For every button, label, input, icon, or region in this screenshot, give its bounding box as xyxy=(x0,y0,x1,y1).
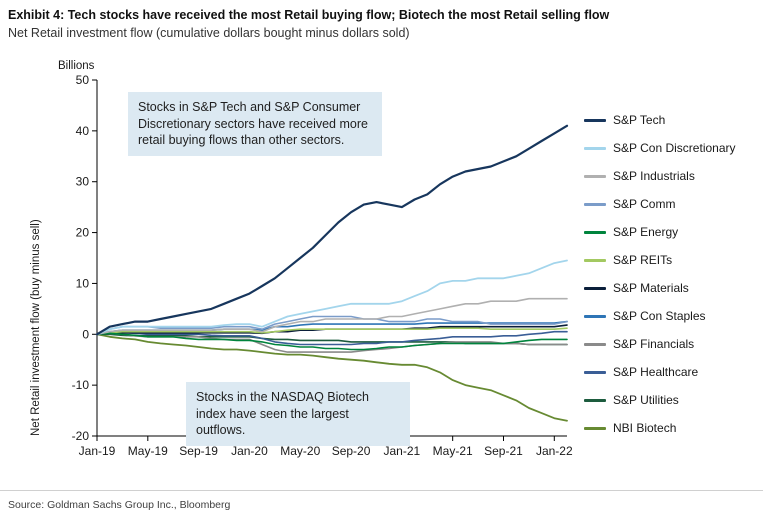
x-tick-label: May-20 xyxy=(280,444,320,458)
legend-swatch xyxy=(584,426,606,430)
legend-item-s-p-tech: S&P Tech xyxy=(584,106,736,134)
legend-item-s-p-energy: S&P Energy xyxy=(584,218,736,246)
x-tick-label: Sep-20 xyxy=(332,444,371,458)
y-tick-label: 30 xyxy=(76,175,90,189)
legend-item-s-p-industrials: S&P Industrials xyxy=(584,162,736,190)
annotation-box-bottom: Stocks in the NASDAQ Biotech index have … xyxy=(186,382,410,446)
y-units-label: Billions xyxy=(58,60,95,72)
legend-label: S&P Utilities xyxy=(613,393,679,407)
legend-label: S&P Con Staples xyxy=(613,309,706,323)
legend-swatch xyxy=(584,258,606,262)
footer-divider: Source: Goldman Sachs Group Inc., Bloomb… xyxy=(0,490,763,511)
chart-plot: -20 -10 0 10 20 30 40 50 Jan-19 May-19 Sep-19 Jan-2… xyxy=(72,73,573,458)
series-line-s-p-comm xyxy=(96,315,568,336)
y-tick-label: 20 xyxy=(76,226,90,240)
legend-item-s-p-con-discretionary: S&P Con Discretionary xyxy=(584,134,736,162)
legend-swatch xyxy=(584,230,606,234)
legend-label: S&P Tech xyxy=(613,113,666,127)
y-tick-label: 10 xyxy=(76,276,90,290)
legend-label: S&P Financials xyxy=(613,337,695,351)
annotation-box-top: Stocks in S&P Tech and S&P Consumer Disc… xyxy=(128,92,382,156)
legend-swatch xyxy=(584,314,606,318)
legend-swatch xyxy=(584,342,606,346)
source-note: Source: Goldman Sachs Group Inc., Bloomb… xyxy=(8,499,231,511)
legend-swatch xyxy=(584,118,606,122)
x-tick-label: Jan-20 xyxy=(231,444,268,458)
x-tick-label: Jan-22 xyxy=(536,444,573,458)
series-line-s-p-energy xyxy=(96,332,568,351)
series-line-s-p-industrials xyxy=(96,297,568,336)
page-title: Exhibit 4: Tech stocks have received the… xyxy=(8,8,610,22)
chart-legend: S&P Tech S&P Con Discretionary S&P Industr… xyxy=(584,106,736,442)
legend-item-s-p-reits: S&P REITs xyxy=(584,246,736,274)
x-tick-label: May-21 xyxy=(433,444,473,458)
legend-item-s-p-utilities: S&P Utilities xyxy=(584,386,736,414)
x-tick-label: Sep-19 xyxy=(179,444,218,458)
y-tick-label: -20 xyxy=(72,429,90,443)
y-tick-label: -10 xyxy=(72,378,90,392)
legend-item-s-p-healthcare: S&P Healthcare xyxy=(584,358,736,386)
y-tick-label: 40 xyxy=(76,124,90,138)
legend-label: NBI Biotech xyxy=(613,421,677,435)
y-axis-label: Net Retail investment flow (buy minus se… xyxy=(30,219,42,436)
page-subtitle: Net Retail investment flow (cumulative d… xyxy=(8,26,410,40)
legend-swatch xyxy=(584,146,606,150)
legend-label: S&P REITs xyxy=(613,253,673,267)
series-line-s-p-healthcare xyxy=(96,330,568,346)
legend-item-s-p-materials: S&P Materials xyxy=(584,274,736,302)
legend-swatch xyxy=(584,398,606,402)
x-tick-label: Jan-21 xyxy=(384,444,421,458)
series-line-nbi-biotech xyxy=(96,333,568,422)
series-line-s-p-reits xyxy=(96,327,568,336)
x-tick-label: Jan-19 xyxy=(79,444,116,458)
series-line-s-p-con-discretionary xyxy=(96,259,568,336)
legend-swatch xyxy=(584,202,606,206)
x-tick-label: Sep-21 xyxy=(484,444,523,458)
legend-item-s-p-financials: S&P Financials xyxy=(584,330,736,358)
legend-item-s-p-comm: S&P Comm xyxy=(584,190,736,218)
series-line-s-p-tech xyxy=(95,124,569,336)
legend-item-s-p-con-staples: S&P Con Staples xyxy=(584,302,736,330)
legend-label: S&P Healthcare xyxy=(613,365,699,379)
chart-area: -20 -10 0 10 20 30 40 50 Jan-19 May-19 Sep-19 Jan-2… xyxy=(55,68,585,472)
legend-label: S&P Industrials xyxy=(613,169,695,183)
legend-label: S&P Comm xyxy=(613,197,676,211)
legend-label: S&P Con Discretionary xyxy=(613,141,736,155)
y-tick-label: 50 xyxy=(76,73,90,87)
legend-swatch xyxy=(584,174,606,178)
y-tick-label: 0 xyxy=(82,327,89,341)
x-tick-label: May-19 xyxy=(128,444,168,458)
legend-swatch xyxy=(584,370,606,374)
legend-label: S&P Materials xyxy=(613,281,689,295)
legend-item-nbi-biotech: NBI Biotech xyxy=(584,414,736,442)
legend-swatch xyxy=(584,286,606,290)
legend-label: S&P Energy xyxy=(613,225,679,239)
